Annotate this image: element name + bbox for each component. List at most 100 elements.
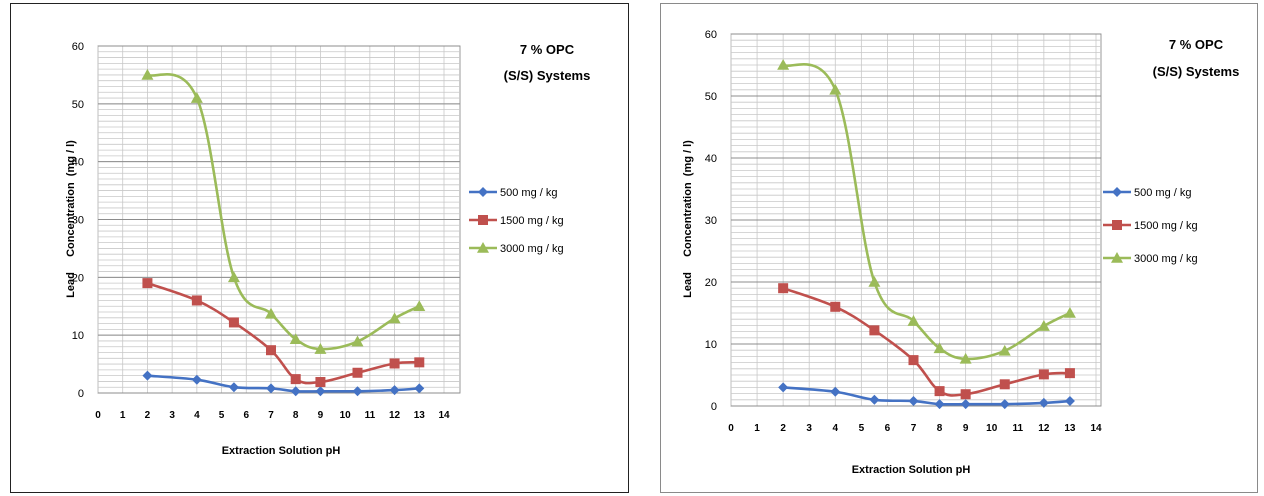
x-tick-label: 10	[340, 410, 352, 421]
data-point-series-1	[778, 382, 789, 393]
x-tick-label: 0	[728, 423, 734, 434]
x-tick-label: 3	[169, 410, 175, 421]
data-point-series-1	[142, 370, 153, 381]
data-point-series-3	[1063, 307, 1076, 318]
data-point-series-2	[1064, 368, 1075, 379]
data-point-series-1	[315, 386, 326, 397]
x-tick-label: 10	[986, 423, 998, 434]
y-axis-label: Lead Concentration (mg / l)	[65, 140, 77, 298]
data-point-series-2	[908, 355, 919, 366]
x-axis-label: Extraction Solution pH	[222, 445, 341, 457]
data-point-series-3	[907, 315, 920, 326]
data-point-series-2	[934, 386, 945, 397]
data-point-series-3	[933, 342, 946, 354]
data-point-series-3	[829, 83, 842, 95]
x-tick-label: 12	[1038, 423, 1050, 434]
data-point-series-1	[908, 396, 919, 407]
data-point-series-2	[1038, 369, 1049, 380]
legend-label: 500 mg / kg	[500, 187, 557, 199]
data-point-series-2	[191, 295, 202, 306]
y-tick-label: 60	[72, 41, 84, 53]
data-point-series-1	[191, 374, 202, 385]
legend-marker	[478, 187, 488, 197]
data-point-series-3	[141, 68, 154, 80]
x-tick-label: 3	[806, 423, 812, 434]
data-point-series-2	[960, 389, 971, 400]
x-tick-label: 12	[389, 410, 401, 421]
x-tick-label: 0	[95, 410, 101, 421]
legend-marker	[478, 215, 488, 225]
x-tick-label: 8	[937, 423, 943, 434]
data-point-series-2	[290, 374, 301, 385]
x-axis-label: Extraction Solution pH	[852, 464, 971, 476]
data-point-series-1	[352, 386, 363, 397]
x-tick-label: 14	[1090, 423, 1102, 434]
data-point-series-3	[388, 312, 401, 324]
chart-title-line-2: (S/S) Systems	[1153, 64, 1240, 79]
y-axis-label: Lead Concentration (mg / l)	[682, 140, 694, 298]
data-point-series-3	[351, 335, 364, 347]
y-tick-label: 40	[705, 153, 717, 165]
data-point-series-3	[1037, 320, 1050, 331]
data-point-series-1	[228, 382, 239, 393]
data-point-series-1	[1064, 396, 1075, 407]
data-point-series-2	[414, 357, 425, 368]
data-point-series-2	[315, 377, 326, 388]
x-tick-label: 1	[120, 410, 126, 421]
chart-panel-right: 0 10 20 30 40 50 60 0 1 2 3 4 5 6 7 8 9 10 11 12 13 14 7 % OPC…	[660, 3, 1258, 493]
x-tick-label: 7	[911, 423, 917, 434]
legend-marker	[477, 242, 489, 253]
data-point-series-1	[414, 383, 425, 394]
legend-label: 1500 mg / kg	[1134, 220, 1198, 232]
x-tick-label: 4	[194, 410, 200, 421]
data-point-series-3	[998, 344, 1011, 356]
data-point-series-3	[413, 300, 426, 312]
x-tick-label: 5	[219, 410, 225, 421]
legend-marker	[1112, 220, 1122, 230]
data-point-series-3	[314, 343, 327, 354]
y-tick-label: 0	[711, 401, 717, 413]
data-point-series-1	[290, 386, 301, 397]
y-tick-label: 20	[705, 277, 717, 289]
x-tick-label: 1	[754, 423, 760, 434]
data-point-series-2	[778, 283, 789, 294]
data-point-series-3	[227, 271, 240, 283]
data-point-series-1	[869, 394, 880, 405]
chart-title-line-1: 7 % OPC	[520, 42, 575, 57]
series-line-3	[782, 63, 1071, 361]
legend-label: 500 mg / kg	[1134, 187, 1191, 199]
legend-label: 3000 mg / kg	[500, 243, 564, 255]
x-tick-label: 4	[833, 423, 839, 434]
chart-title-line-1: 7 % OPC	[1169, 37, 1224, 52]
data-point-series-3	[289, 333, 302, 345]
data-point-series-1	[999, 399, 1010, 410]
x-tick-label: 2	[780, 423, 786, 434]
data-point-series-1	[960, 399, 971, 410]
y-tick-label: 60	[705, 29, 717, 41]
x-tick-label: 6	[244, 410, 250, 421]
data-point-series-2	[999, 379, 1010, 390]
data-point-series-1	[830, 386, 841, 397]
y-tick-label: 50	[705, 91, 717, 103]
x-tick-label: 9	[318, 410, 324, 421]
chart-title-line-2: (S/S) Systems	[504, 68, 591, 83]
x-tick-label: 2	[145, 410, 151, 421]
y-tick-label: 0	[78, 388, 84, 400]
data-point-series-2	[228, 317, 239, 328]
data-point-series-2	[266, 345, 276, 356]
x-tick-label: 11	[365, 410, 376, 421]
data-point-series-3	[265, 307, 277, 319]
x-tick-label: 5	[859, 423, 865, 434]
data-point-series-1	[389, 385, 400, 396]
y-tick-label: 10	[705, 339, 717, 351]
legend-marker	[1111, 252, 1123, 263]
data-point-series-1	[1038, 397, 1049, 408]
x-tick-label: 13	[1064, 423, 1076, 434]
y-tick-label: 30	[705, 215, 717, 227]
y-tick-label: 40	[72, 157, 84, 169]
x-tick-label: 8	[293, 410, 299, 421]
data-point-series-3	[777, 59, 790, 70]
legend-marker	[1112, 187, 1122, 197]
